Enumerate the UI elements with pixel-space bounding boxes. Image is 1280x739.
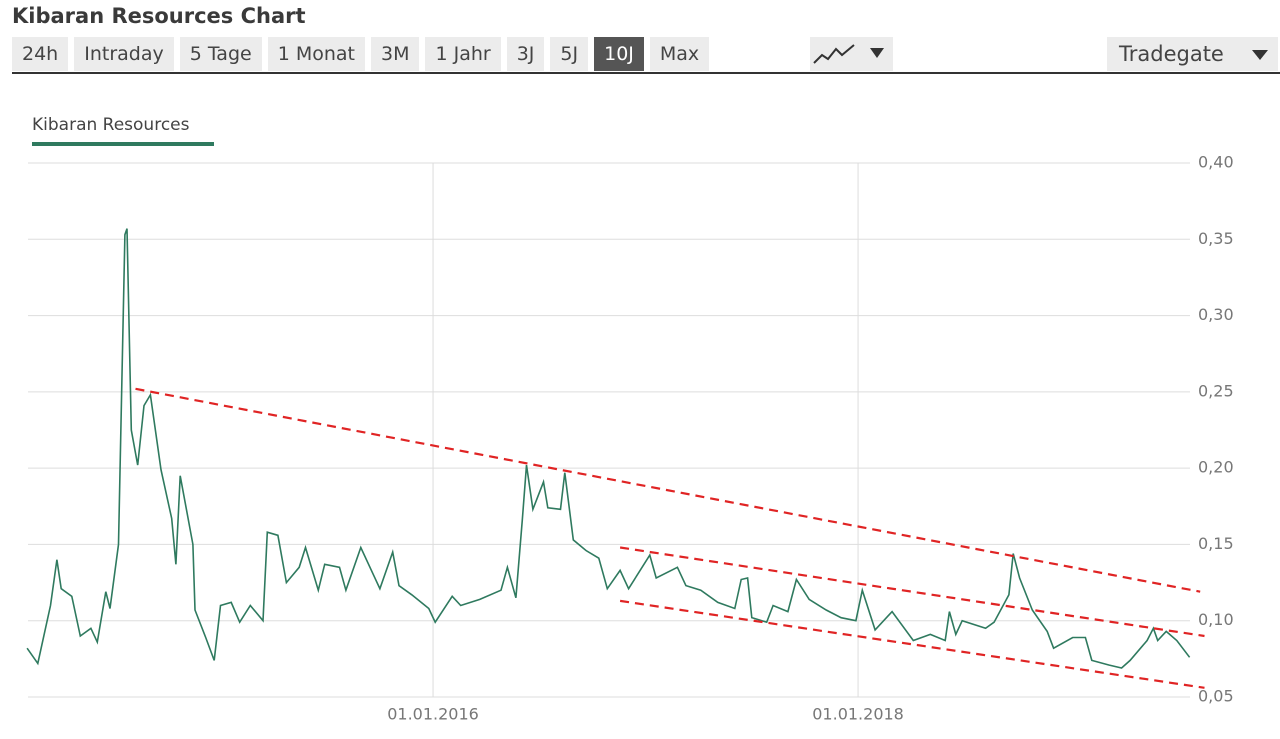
legend-swatch (32, 142, 214, 146)
range-tab[interactable]: Max (649, 37, 710, 71)
legend-label: Kibaran Resources (32, 115, 190, 135)
trend-line (135, 387, 1201, 593)
y-tick-label: 0,05 (1198, 687, 1234, 706)
range-tab[interactable]: 24h (12, 37, 69, 71)
y-tick-label: 0,20 (1198, 458, 1234, 477)
y-tick-label: 0,15 (1198, 534, 1234, 553)
trend-line (619, 546, 1205, 638)
range-tab[interactable]: 5 Tage (179, 37, 262, 71)
y-tick-label: 0,25 (1198, 381, 1234, 400)
range-tab[interactable]: 3J (506, 37, 545, 71)
range-tab[interactable]: Intraday (74, 37, 174, 71)
dropdown-arrow (1252, 50, 1268, 60)
y-tick-label: 0,10 (1198, 610, 1234, 629)
range-tabs: 24h Intraday 5 Tage 1 Monat 3M 1 Jahr 3J 5J 10J M… (12, 37, 710, 71)
range-tab[interactable]: 3M (370, 37, 420, 71)
y-tick-label: 0,30 (1198, 305, 1234, 324)
tab-rule (12, 72, 1280, 74)
chart-type-menu[interactable] (810, 37, 893, 71)
range-tab[interactable]: 1 Monat (267, 37, 365, 71)
exchange-label: Tradegate (1119, 42, 1224, 66)
page-title: Kibaran Resources Chart (12, 4, 306, 28)
x-tick-label: 01.01.2016 (387, 705, 479, 724)
y-tick-label: 0,35 (1198, 229, 1234, 248)
x-tick-label: 01.01.2018 (812, 705, 904, 724)
price-line (26, 228, 1191, 669)
range-tab[interactable]: 1 Jahr (425, 37, 501, 71)
range-tab[interactable]: 10J (594, 37, 644, 71)
trend-line (619, 599, 1205, 689)
chart-type-icon (813, 44, 884, 64)
y-tick-label: 0,40 (1198, 153, 1234, 172)
exchange-select[interactable]: Tradegate (1107, 37, 1278, 71)
range-tab[interactable]: 5J (550, 37, 589, 71)
